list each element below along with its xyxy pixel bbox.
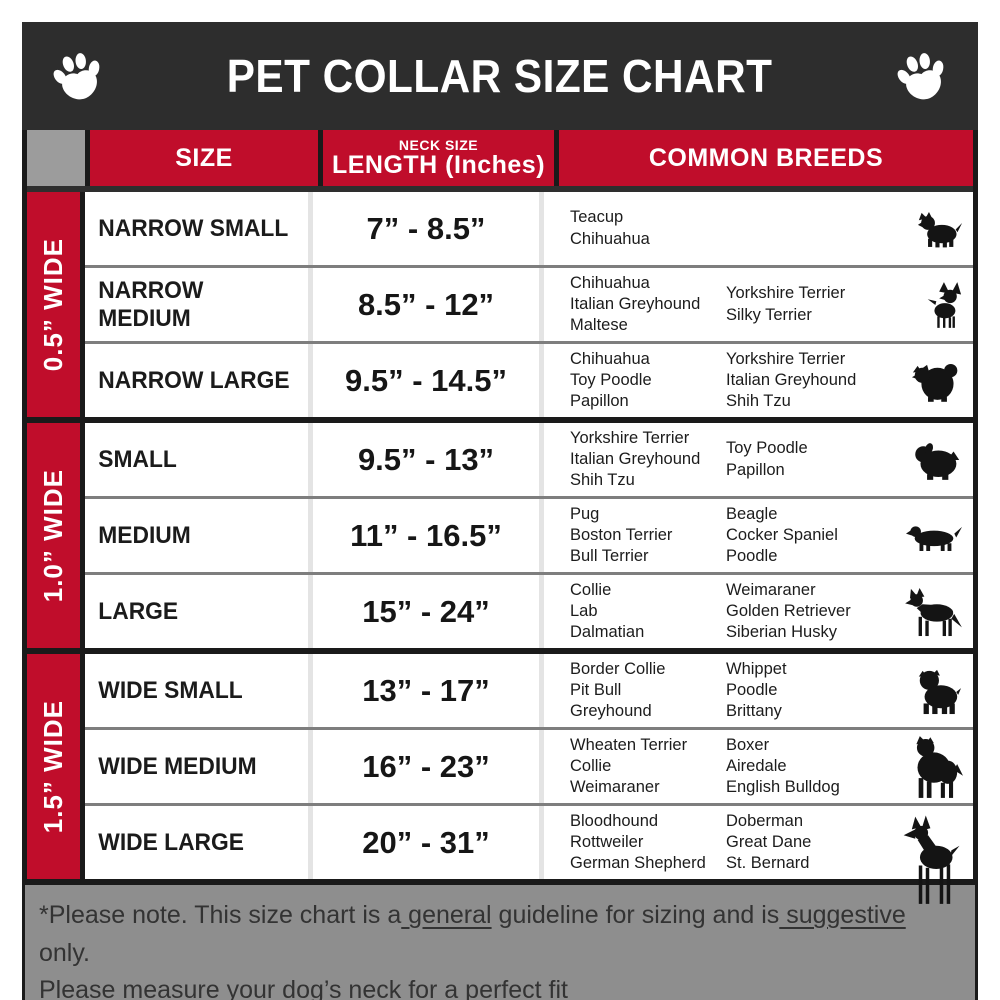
table-row: WIDE MEDIUM 16” - 23” Wheaten Terrier Co… bbox=[85, 727, 973, 803]
doberman-icon bbox=[899, 815, 963, 909]
neck-size-value: 9.5” - 13” bbox=[308, 423, 539, 496]
column-header-neck-size: NECK SIZE LENGTH (Inches) bbox=[323, 130, 554, 186]
breeds-column-1: Collie Lab Dalmatian bbox=[570, 580, 645, 642]
size-label: NARROW SMALL bbox=[98, 214, 289, 242]
pitbull-icon bbox=[907, 735, 963, 798]
footer-underlined-general: general bbox=[401, 901, 492, 929]
width-group-label: 1.0” WIDE bbox=[27, 423, 85, 648]
width-group-1.5: 1.5” WIDE WIDE SMALL 13” - 17” Border Co… bbox=[27, 654, 973, 904]
neck-size-value: 8.5” - 12” bbox=[308, 268, 539, 341]
footer-note: *Please note. This size chart is a gener… bbox=[22, 885, 978, 1000]
size-label: MEDIUM bbox=[98, 521, 191, 549]
breeds-column-2: Beagle Cocker Spaniel Poodle bbox=[726, 504, 838, 566]
page-title: PET COLLAR SIZE CHART bbox=[227, 50, 773, 102]
breeds-column-2: Doberman Great Dane St. Bernard bbox=[726, 811, 812, 873]
neck-size-value: 11” - 16.5” bbox=[308, 499, 539, 572]
size-label: WIDE MEDIUM bbox=[98, 752, 257, 780]
breeds-column-1: Teacup Chihuahua bbox=[570, 208, 650, 248]
footer-underlined-suggestive: suggestive bbox=[779, 901, 906, 929]
paw-icon bbox=[50, 51, 106, 102]
breeds-column-2: Yorkshire Terrier Silky Terrier bbox=[726, 284, 846, 324]
breeds-column-2: Yorkshire Terrier Italian Greyhound Shih… bbox=[726, 349, 857, 411]
corner-cell bbox=[27, 130, 85, 186]
breeds-column-2: Boxer Airedale English Bulldog bbox=[726, 735, 840, 797]
column-header-size: SIZE bbox=[90, 130, 318, 186]
breeds-column-2: Whippet Poodle Brittany bbox=[726, 659, 787, 721]
size-label: WIDE LARGE bbox=[98, 828, 244, 856]
breeds-column-1: Wheaten Terrier Collie Weimaraner bbox=[570, 735, 688, 797]
width-group-label: 0.5” WIDE bbox=[27, 192, 85, 417]
size-label: NARROW LARGE bbox=[98, 366, 290, 394]
table-row: LARGE 15” - 24” Collie Lab Dalmatian Wei… bbox=[85, 572, 973, 648]
table-row: WIDE LARGE 20” - 31” Bloodhound Rottweil… bbox=[85, 803, 973, 904]
table-header-row: SIZE NECK SIZE LENGTH (Inches) COMMON BR… bbox=[27, 130, 973, 186]
neck-size-value: 16” - 23” bbox=[308, 730, 539, 803]
breeds-column-2: Toy Poodle Papillon bbox=[726, 439, 808, 479]
chihuahua-icon bbox=[923, 281, 963, 329]
header-divider bbox=[27, 186, 973, 192]
width-group-0.5: 0.5” WIDE NARROW SMALL 7” - 8.5” Teacup … bbox=[27, 192, 973, 417]
size-label: WIDE SMALL bbox=[98, 676, 243, 704]
shepherd-icon bbox=[905, 587, 963, 637]
footer-line1-prefix: *Please note. This size chart is a bbox=[39, 901, 402, 929]
table-row: MEDIUM 11” - 16.5” Pug Boston Terrier Bu… bbox=[85, 496, 973, 572]
breeds-column-2: Weimaraner Golden Retriever Siberian Hus… bbox=[726, 580, 851, 642]
column-header-common-breeds: COMMON BREEDS bbox=[559, 130, 973, 186]
size-label: LARGE bbox=[98, 597, 179, 625]
neck-size-value: 9.5” - 14.5” bbox=[308, 344, 539, 417]
bulldog-icon bbox=[913, 667, 963, 715]
footer-line2: Please measure your dog’s neck for a per… bbox=[39, 976, 568, 1000]
table-row: WIDE SMALL 13” - 17” Border Collie Pit B… bbox=[85, 654, 973, 727]
size-chart-table: SIZE NECK SIZE LENGTH (Inches) COMMON BR… bbox=[22, 130, 978, 904]
width-group-label: 1.5” WIDE bbox=[27, 654, 85, 879]
neck-size-value: 20” - 31” bbox=[308, 806, 539, 879]
table-row: NARROW MEDIUM 8.5” - 12” Chihuahua Itali… bbox=[85, 265, 973, 341]
neck-size-value: 7” - 8.5” bbox=[308, 192, 539, 265]
breeds-column-1: Pug Boston Terrier Bull Terrier bbox=[570, 504, 673, 566]
breeds-column-1: Yorkshire Terrier Italian Greyhound Shih… bbox=[570, 428, 701, 490]
yorkshire-terrier-icon bbox=[917, 210, 963, 248]
table-bottom-border bbox=[27, 879, 973, 885]
table-row: NARROW LARGE 9.5” - 14.5” Chihuahua Toy … bbox=[85, 341, 973, 417]
breeds-column-1: Bloodhound Rottweiler German Shepherd bbox=[570, 811, 706, 873]
neck-size-value: 13” - 17” bbox=[308, 654, 539, 727]
pekingese-icon bbox=[911, 439, 963, 481]
width-group-1.0: 1.0” WIDE SMALL 9.5” - 13” Yorkshire Ter… bbox=[27, 423, 973, 648]
footer-line1-suffix: only. bbox=[39, 938, 90, 967]
breeds-column-1: Chihuahua Italian Greyhound Maltese bbox=[570, 273, 701, 335]
breeds-column-1: Border Collie Pit Bull Greyhound bbox=[570, 659, 666, 721]
size-label: NARROW MEDIUM bbox=[98, 276, 204, 332]
neck-size-value: 15” - 24” bbox=[308, 575, 539, 648]
title-bar: PET COLLAR SIZE CHART bbox=[22, 22, 978, 130]
pomeranian-icon bbox=[911, 359, 963, 403]
footer-line1-middle: guideline for sizing and is bbox=[491, 901, 780, 929]
table-row: NARROW SMALL 7” - 8.5” Teacup Chihuahua bbox=[85, 192, 973, 265]
size-label: SMALL bbox=[98, 445, 177, 473]
paw-icon bbox=[894, 51, 950, 102]
table-row: SMALL 9.5” - 13” Yorkshire Terrier Itali… bbox=[85, 423, 973, 496]
dachshund-icon bbox=[905, 520, 963, 552]
breeds-column-1: Chihuahua Toy Poodle Papillon bbox=[570, 349, 652, 411]
